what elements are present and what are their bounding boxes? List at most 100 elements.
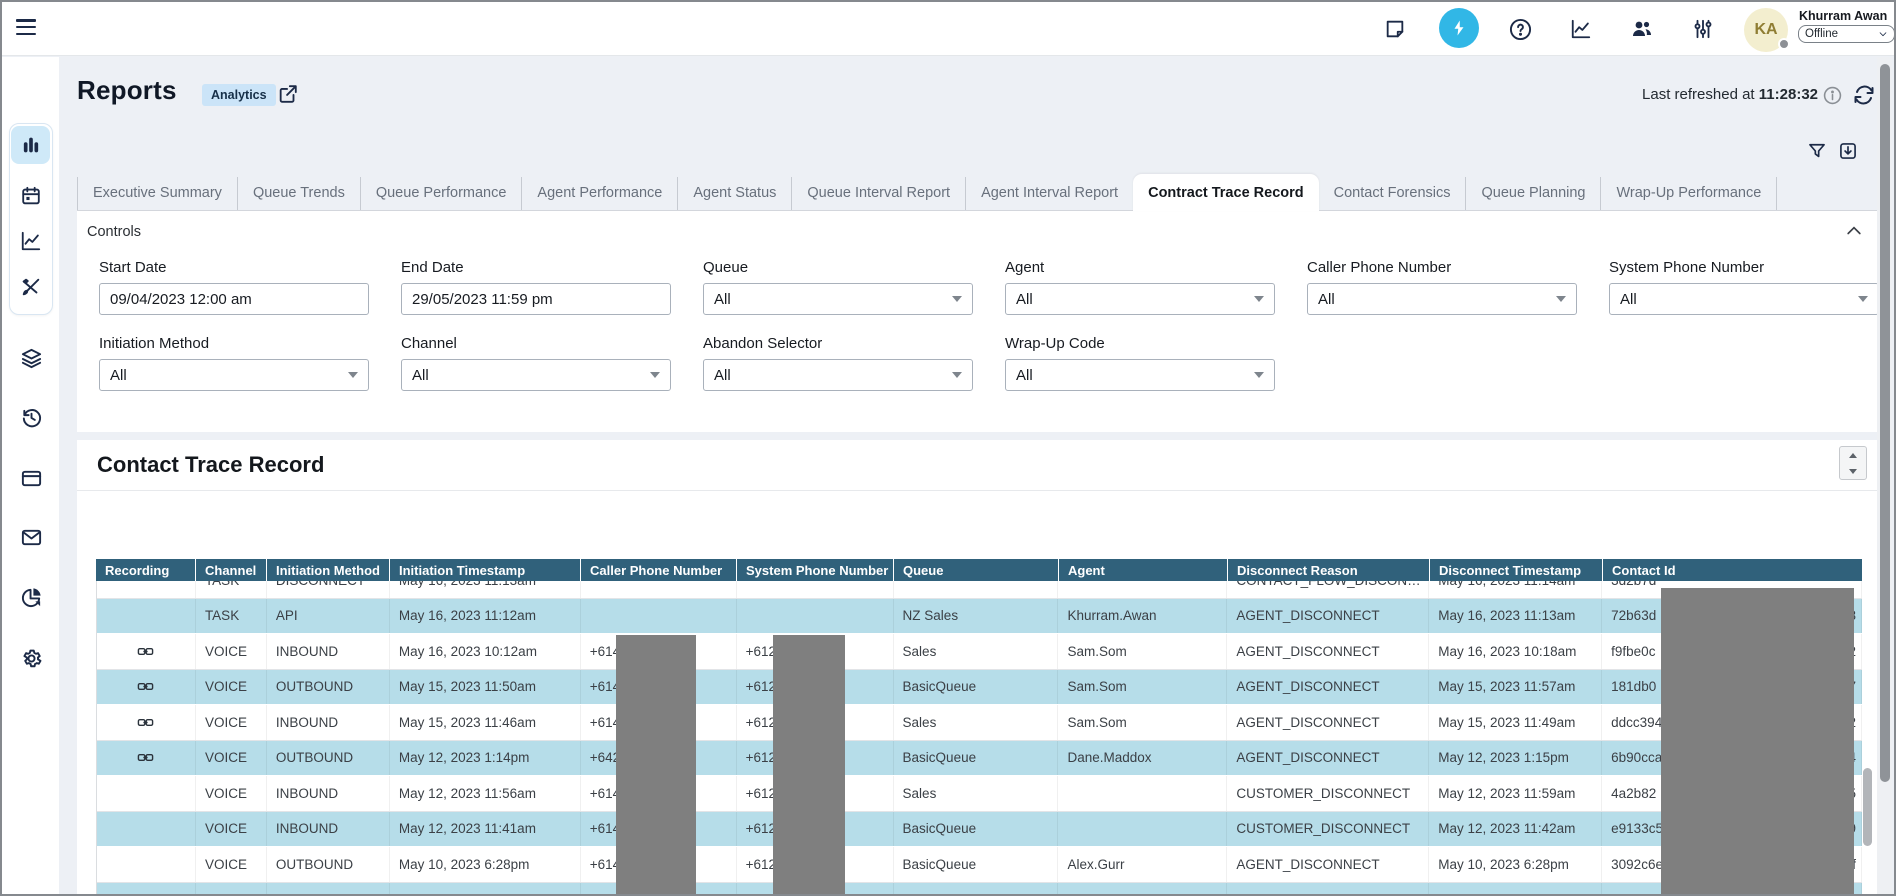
- calendar-icon[interactable]: [19, 184, 43, 208]
- cell-agent: [1058, 776, 1228, 811]
- table-row[interactable]: TASKDISCONNECTMay 16, 2023 11:13am CONTAC…: [97, 581, 1862, 599]
- table-row[interactable]: VOICE INBOUND May 12, 2023 11:41am +614 +612…: [97, 811, 1862, 847]
- cell-channel: VOICE: [196, 882, 267, 894]
- recording-link-icon[interactable]: [137, 678, 154, 695]
- refresh-icon[interactable]: [1852, 83, 1876, 112]
- tab-queue-planning[interactable]: Queue Planning: [1465, 177, 1600, 210]
- tab-agent-interval-report[interactable]: Agent Interval Report: [965, 177, 1133, 210]
- recording-link-icon[interactable]: [137, 643, 154, 660]
- sliders-icon[interactable]: [1690, 16, 1716, 42]
- column-header-agent[interactable]: Agent: [1058, 559, 1227, 581]
- pie-chart-icon[interactable]: [19, 585, 43, 609]
- field-value: All: [1016, 366, 1033, 384]
- layers-icon[interactable]: [19, 346, 43, 370]
- note-icon[interactable]: [1382, 16, 1408, 42]
- inner-scrollbar-thumb[interactable]: [1863, 768, 1872, 846]
- cell-initiation-method: DISCONNECT: [267, 581, 390, 598]
- recording-link-icon[interactable]: [137, 714, 154, 731]
- download-icon[interactable]: [1838, 141, 1858, 166]
- cell-initiation-timestamp: May 12, 2023 1:14pm: [390, 740, 581, 775]
- column-header-disconnect-timestamp[interactable]: Disconnect Timestamp: [1429, 559, 1602, 581]
- tab-queue-interval-report[interactable]: Queue Interval Report: [791, 177, 965, 210]
- design-brush-icon[interactable]: [19, 275, 43, 299]
- line-chart-icon[interactable]: [1568, 16, 1594, 42]
- history-icon[interactable]: [19, 405, 43, 429]
- tab-queue-performance[interactable]: Queue Performance: [359, 177, 522, 210]
- field-agent: Agent All: [1005, 259, 1275, 315]
- tab-contract-trace-record[interactable]: Contract Trace Record: [1133, 174, 1319, 211]
- tab-contact-forensics[interactable]: Contact Forensics: [1333, 185, 1451, 201]
- step-down-icon[interactable]: [1840, 463, 1866, 479]
- select-channel[interactable]: All: [401, 359, 671, 391]
- input-start-date[interactable]: 09/04/2023 12:00 am: [99, 283, 369, 315]
- field-end-date: End Date 29/05/2023 11:59 pm: [401, 259, 671, 315]
- select-agent[interactable]: All: [1005, 283, 1275, 315]
- table-row[interactable]: TASK API May 16, 2023 11:12am NZ Sales Khurr…: [97, 598, 1862, 634]
- open-in-new-icon[interactable]: [277, 83, 299, 110]
- tab-executive-summary[interactable]: Executive Summary: [77, 177, 237, 210]
- field-label: Queue: [703, 259, 749, 276]
- field-queue: Queue All: [703, 259, 973, 315]
- table-row[interactable]: VOICE INBOUND May 12, 2023 11:56am +614 +612…: [97, 776, 1862, 812]
- cell-agent: [1058, 581, 1228, 598]
- help-icon[interactable]: [1507, 16, 1533, 42]
- table-row[interactable]: VOICE OUTBOUND May 15, 2023 11:50am +614 +61…: [97, 669, 1862, 705]
- select-wrap-up-code[interactable]: All: [1005, 359, 1275, 391]
- report-tabs: Executive Summary Queue Trends Queue Perfo…: [77, 174, 1878, 211]
- recording-link-icon[interactable]: [137, 749, 154, 766]
- cell-caller-phone: +614: [581, 811, 737, 846]
- column-header-disconnect-reason[interactable]: Disconnect Reason: [1227, 559, 1429, 581]
- table-scroll-stepper[interactable]: [1839, 446, 1867, 480]
- cell-agent: Dane.Maddox: [1058, 740, 1228, 775]
- cell-agent: Khurram.Awan: [1058, 598, 1228, 633]
- field-initiation-method: Initiation Method All: [99, 335, 369, 391]
- window-icon[interactable]: [19, 466, 43, 490]
- cell-initiation-timestamp: May 15, 2023 11:46am: [390, 705, 581, 740]
- page-scrollbar-thumb[interactable]: [1880, 64, 1890, 782]
- line-chart-icon[interactable]: [19, 229, 43, 253]
- column-header-queue[interactable]: Queue: [893, 559, 1058, 581]
- tab-queue-trends[interactable]: Queue Trends: [236, 177, 360, 210]
- tab-agent-status[interactable]: Agent Status: [677, 177, 791, 210]
- table-row[interactable]: VOICE INBOUND May 15, 2023 11:46am +614 +612…: [97, 705, 1862, 741]
- dropdown-caret-icon: [348, 372, 358, 378]
- column-header-recording[interactable]: Recording: [105, 562, 170, 578]
- menu-icon[interactable]: [16, 19, 36, 36]
- step-up-icon[interactable]: [1840, 447, 1866, 463]
- collapse-chevron-icon[interactable]: [1844, 221, 1864, 246]
- column-header-system-phone-number[interactable]: System Phone Number: [736, 559, 893, 581]
- select-abandon-selector[interactable]: All: [703, 359, 973, 391]
- table-row[interactable]: VOICE OUTBOUND May 10, 2023 6:28pm +614 +612…: [97, 847, 1862, 883]
- people-icon[interactable]: [1629, 16, 1655, 42]
- bar-chart-icon[interactable]: [19, 133, 43, 157]
- column-header-contact-id[interactable]: Contact Id: [1602, 559, 1862, 581]
- status-select[interactable]: Offline: [1798, 25, 1894, 43]
- select-queue[interactable]: All: [703, 283, 973, 315]
- table-row[interactable]: VOICE OUTBOUND May 12, 2023 1:14pm +642 +612…: [97, 740, 1862, 776]
- mail-icon[interactable]: [19, 525, 43, 549]
- select-initiation-method[interactable]: All: [99, 359, 369, 391]
- column-header-channel[interactable]: Channel: [195, 559, 266, 581]
- cell-caller-phone: [581, 581, 737, 598]
- filter-icon[interactable]: [1807, 141, 1827, 166]
- controls-row-2: Initiation Method All Channel All Abandon Se…: [99, 335, 1275, 391]
- select-caller-phone-number[interactable]: All: [1307, 283, 1577, 315]
- contact-id-start: 3d2b7d: [1611, 581, 1656, 588]
- dropdown-caret-icon: [1858, 296, 1868, 302]
- top-bar: KA Khurram Awan Offline: [2, 2, 1894, 56]
- info-icon[interactable]: [1823, 86, 1842, 110]
- cell-caller-phone: +614: [581, 669, 737, 704]
- table-row[interactable]: VOICE INBOUND May 16, 2023 10:12am +614 +612…: [97, 634, 1862, 670]
- cell-system-phone: +612: [737, 705, 894, 740]
- table-body-viewport[interactable]: TASKDISCONNECTMay 16, 2023 11:13amCONTAC…: [96, 581, 1862, 894]
- column-header-initiation-timestamp[interactable]: Initiation Timestamp: [389, 559, 580, 581]
- input-end-date[interactable]: 29/05/2023 11:59 pm: [401, 283, 671, 315]
- gear-icon[interactable]: [19, 646, 43, 670]
- tab-agent-performance[interactable]: Agent Performance: [521, 177, 677, 210]
- tab-wrap-up-performance[interactable]: Wrap-Up Performance: [1600, 177, 1776, 210]
- column-header-caller-phone-number[interactable]: Caller Phone Number: [580, 559, 736, 581]
- select-system-phone-number[interactable]: All: [1609, 283, 1879, 315]
- column-header-initiation-method[interactable]: Initiation Method: [266, 559, 389, 581]
- lightning-icon[interactable]: [1439, 8, 1479, 48]
